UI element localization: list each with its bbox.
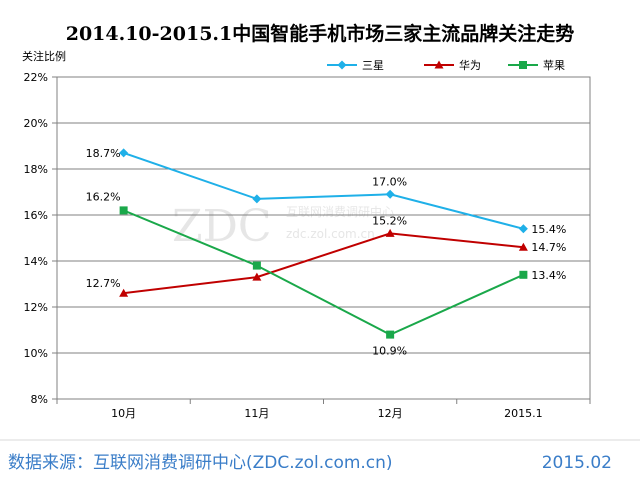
data-point [385, 228, 395, 237]
y-tick-label: 16% [24, 209, 48, 222]
y-tick-label: 10% [24, 347, 48, 360]
watermark-logo: ZDC [172, 201, 272, 252]
legend: 三星 华为 苹果 [327, 58, 565, 72]
x-tick-label: 12月 [378, 407, 403, 420]
data-point [519, 270, 528, 279]
footer-source: 数据来源：互联网消费调研中心(ZDC.zol.com.cn) [8, 453, 393, 473]
legend-label: 苹果 [543, 58, 565, 72]
series-line [123, 151, 524, 230]
y-axis-label: 关注比例 [22, 49, 66, 63]
x-tick-labels: 10月 11月 12月 2015.1 [111, 407, 543, 420]
data-label: 13.4% [531, 269, 566, 282]
chart-title: 2014.10-2015.1中国智能手机市场三家主流品牌关注走势 [66, 22, 575, 45]
legend-label: 华为 [459, 58, 481, 72]
data-point [119, 288, 129, 297]
data-point [386, 330, 395, 339]
footer-date: 2015.02 [542, 453, 612, 473]
y-tick-label: 18% [24, 163, 48, 176]
data-point [385, 189, 395, 199]
series-1: 18.7% 17.0% 15.4% [86, 147, 567, 236]
legend-item: 苹果 [508, 58, 565, 72]
grid [57, 122, 590, 354]
data-label: 15.4% [531, 223, 566, 236]
series-2: 12.7% 15.2% 14.7% [86, 214, 566, 297]
legend-label: 三星 [362, 59, 384, 72]
x-tick-label: 10月 [111, 407, 136, 420]
data-label: 12.7% [86, 277, 121, 290]
series-line [123, 232, 524, 295]
data-point [119, 148, 129, 158]
legend-item: 三星 [327, 59, 384, 72]
axes [52, 76, 591, 404]
data-point [252, 261, 261, 270]
data-label: 10.9% [372, 345, 407, 358]
x-tick-label: 11月 [244, 407, 269, 420]
y-tick-label: 20% [24, 117, 48, 130]
data-label: 16.2% [86, 190, 121, 203]
data-label: 17.0% [372, 175, 407, 188]
data-label: 18.7% [86, 147, 121, 160]
legend-marker [519, 61, 527, 69]
y-tick-label: 14% [24, 255, 48, 268]
data-point [252, 272, 262, 281]
watermark-site-url: zdc.zol.com.cn [286, 227, 375, 241]
legend-item: 华为 [424, 58, 481, 72]
data-point [518, 224, 528, 234]
y-tick-label: 8% [31, 393, 48, 406]
legend-marker [337, 60, 347, 70]
series-line [123, 209, 524, 336]
data-label: 14.7% [531, 241, 566, 254]
data-point [518, 242, 528, 251]
y-tick-label: 22% [24, 71, 48, 84]
series-3: 16.2% 10.9% 13.4% [86, 190, 567, 357]
y-tick-labels: 8% 10% 12% 14% 16% 18% 20% 22% [24, 71, 48, 406]
x-tick-label: 2015.1 [504, 407, 543, 420]
data-label: 15.2% [372, 214, 407, 227]
legend-marker [434, 60, 444, 69]
series: 18.7% 17.0% 15.4% 12.7% 15.2% 14.7% 16.2% 10.9%… [86, 147, 567, 358]
data-point [252, 194, 262, 204]
y-tick-label: 12% [24, 301, 48, 314]
data-point [119, 206, 128, 215]
